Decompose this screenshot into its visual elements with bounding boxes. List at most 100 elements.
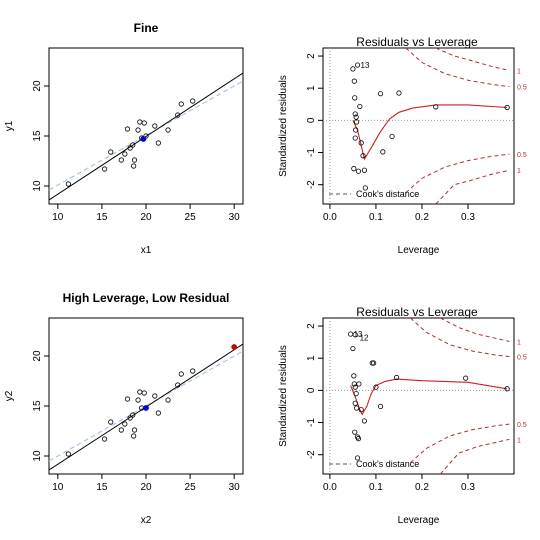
x-tick-label: 0.2 <box>415 482 429 493</box>
data-point <box>108 419 114 425</box>
cooks-distance-contour <box>405 48 510 88</box>
y-tick-label: 10 <box>32 450 43 462</box>
x-axis-label: Leverage <box>398 245 440 256</box>
data-point <box>175 112 181 118</box>
data-point <box>122 421 128 427</box>
chart-title: Fine <box>134 21 159 35</box>
y-tick-label: 15 <box>32 400 43 412</box>
residual-point <box>355 436 362 442</box>
point-label: 13 <box>361 61 370 70</box>
data-point <box>165 397 171 403</box>
cooks-distance-contour <box>435 48 510 71</box>
residual-point <box>353 405 360 411</box>
data-point <box>135 127 141 133</box>
data-point <box>175 382 181 388</box>
residual-point <box>358 140 364 146</box>
residual-point <box>352 429 358 435</box>
data-point <box>65 451 72 457</box>
y-tick-label: 10 <box>32 180 43 192</box>
cooks-level-label: 0.5 <box>517 85 527 92</box>
residual-point <box>361 418 368 424</box>
data-point <box>127 145 133 151</box>
residual-point <box>351 78 357 84</box>
data-point <box>141 390 147 396</box>
data-point <box>131 433 137 439</box>
residual-point <box>380 149 386 155</box>
residual-point <box>463 375 469 381</box>
residual-point <box>350 345 356 352</box>
residual-point <box>371 360 377 366</box>
residual-point <box>351 373 357 379</box>
cooks-level-label: 1 <box>517 339 521 346</box>
data-point <box>178 371 184 377</box>
x-axis-label: Leverage <box>398 515 440 526</box>
cooks-distance-contour <box>405 153 510 194</box>
cooks-distance-contour <box>410 423 510 464</box>
data-point <box>122 151 128 157</box>
data-point <box>165 127 171 133</box>
data-point <box>131 157 138 163</box>
residual-point <box>373 384 379 390</box>
cooks-level-label: 0.5 <box>517 152 527 159</box>
plot-frame <box>322 317 515 475</box>
plot-area <box>323 48 514 204</box>
x-tick-label: 0.1 <box>369 212 383 223</box>
reference-line <box>49 350 243 462</box>
y-tick-label: -2 <box>306 450 317 459</box>
x-tick-label: 25 <box>185 482 197 493</box>
y-tick-label: -1 <box>306 418 317 427</box>
x-tick-label: 0.1 <box>369 482 383 493</box>
x-tick-label: 0.2 <box>415 212 429 223</box>
data-point <box>155 410 161 416</box>
data-point <box>141 120 147 126</box>
y-tick-label: 0 <box>306 117 317 123</box>
x-tick-label: 0.3 <box>461 482 475 493</box>
residual-point <box>394 374 400 381</box>
residual-point <box>504 104 510 111</box>
x-tick-label: 10 <box>52 212 64 223</box>
x-tick-label: 20 <box>140 482 152 493</box>
fit-line <box>49 72 243 201</box>
cooks-distance-contour <box>435 169 510 204</box>
residual-point <box>362 185 368 191</box>
cooks-distance-contour <box>440 318 510 342</box>
data-point <box>152 123 158 129</box>
residual-point <box>389 133 395 140</box>
panel-1: Fine 10 15 20 25 30 10 15 20 x1 y1 <box>4 21 244 256</box>
highlight-point <box>140 136 147 142</box>
plot-area <box>323 318 514 474</box>
data-point <box>124 396 131 402</box>
data-point <box>190 98 196 104</box>
x-tick-label: 20 <box>140 212 152 223</box>
y-axis-label: y1 <box>4 120 15 131</box>
cooks-level-label: 1 <box>517 168 521 175</box>
chart-title: Residuals vs Leverage <box>356 35 478 49</box>
x-tick-label: 30 <box>229 212 241 223</box>
point-label: 13 <box>354 330 363 339</box>
data-point <box>137 389 143 395</box>
residual-point <box>351 166 357 172</box>
highlight-point <box>143 405 149 411</box>
y-tick-label: -1 <box>306 148 317 157</box>
residual-point <box>353 127 359 133</box>
data-point <box>131 427 138 433</box>
residual-point <box>355 168 362 174</box>
plot-area <box>49 72 243 201</box>
data-point <box>137 119 143 125</box>
data-point <box>190 368 196 374</box>
residual-point <box>352 95 358 101</box>
data-point <box>127 415 133 421</box>
data-point <box>130 142 136 148</box>
x-tick-label: 0.0 <box>323 482 337 493</box>
residual-point <box>433 104 439 110</box>
panel-2: Residuals vs Leverage 0.0 0.1 0.2 0.3 -2 -1 0 1 2… <box>278 35 527 256</box>
data-point <box>135 397 141 403</box>
x-tick-label: 0.3 <box>461 212 475 223</box>
data-point <box>131 163 137 169</box>
residual-point <box>504 386 510 392</box>
residual-point <box>353 114 359 120</box>
residual-point <box>396 90 402 96</box>
residual-point <box>350 66 356 72</box>
plot-frame <box>322 47 515 205</box>
residual-point <box>354 455 361 461</box>
